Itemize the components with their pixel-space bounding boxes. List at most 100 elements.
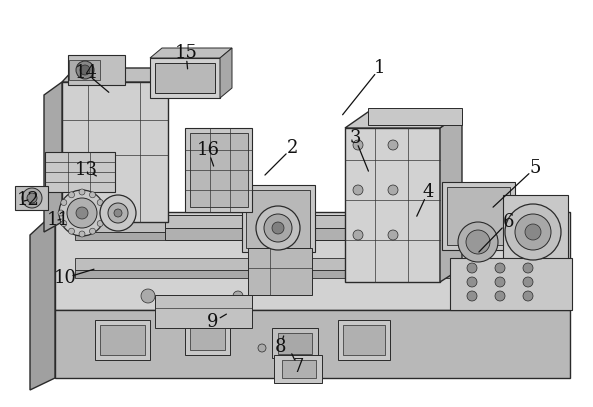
Circle shape <box>97 199 103 206</box>
Circle shape <box>27 193 37 203</box>
Bar <box>68 55 125 85</box>
Bar <box>503 195 568 262</box>
Bar <box>190 133 248 207</box>
Bar <box>242 185 315 252</box>
Bar <box>155 295 252 328</box>
Bar <box>95 320 150 360</box>
Bar <box>282 360 316 378</box>
Circle shape <box>22 188 42 208</box>
Circle shape <box>61 221 67 227</box>
Circle shape <box>233 291 243 301</box>
Circle shape <box>141 289 155 303</box>
Text: 5: 5 <box>530 159 541 177</box>
Circle shape <box>61 199 67 206</box>
Circle shape <box>523 291 533 301</box>
Circle shape <box>515 214 551 250</box>
Polygon shape <box>62 68 182 82</box>
Bar <box>69 60 100 80</box>
Bar <box>274 355 322 383</box>
Circle shape <box>69 192 75 198</box>
Text: 16: 16 <box>196 141 219 159</box>
Text: 7: 7 <box>292 358 304 376</box>
Circle shape <box>353 185 363 195</box>
Polygon shape <box>30 212 55 390</box>
Bar <box>278 333 312 354</box>
Circle shape <box>114 209 122 217</box>
Polygon shape <box>440 112 462 282</box>
Circle shape <box>467 263 477 273</box>
Circle shape <box>525 224 541 240</box>
Circle shape <box>79 189 85 195</box>
Circle shape <box>495 277 505 287</box>
Bar <box>165 228 345 240</box>
Bar <box>450 258 572 310</box>
Circle shape <box>388 185 398 195</box>
Polygon shape <box>368 108 462 125</box>
Bar <box>150 58 220 98</box>
Polygon shape <box>55 310 570 378</box>
Bar <box>338 320 390 360</box>
Bar <box>15 186 48 210</box>
Circle shape <box>256 206 300 250</box>
Bar <box>343 325 385 355</box>
Text: 15: 15 <box>174 44 197 62</box>
Circle shape <box>67 198 97 228</box>
Bar <box>75 270 540 278</box>
Polygon shape <box>345 128 440 282</box>
Circle shape <box>388 230 398 240</box>
Text: 8: 8 <box>274 338 286 356</box>
Polygon shape <box>55 212 570 310</box>
Circle shape <box>467 277 477 287</box>
Text: 2: 2 <box>286 139 298 157</box>
Bar <box>75 232 540 240</box>
Circle shape <box>523 277 533 287</box>
Bar <box>185 128 252 212</box>
Circle shape <box>79 231 85 237</box>
Circle shape <box>58 210 64 216</box>
Text: 4: 4 <box>422 183 433 201</box>
Circle shape <box>59 190 105 236</box>
Circle shape <box>353 140 363 150</box>
Text: 6: 6 <box>502 213 514 231</box>
Circle shape <box>80 65 90 75</box>
Polygon shape <box>150 48 232 58</box>
Text: 13: 13 <box>75 161 97 179</box>
Circle shape <box>108 203 128 223</box>
Circle shape <box>69 228 75 234</box>
Circle shape <box>264 214 292 242</box>
Circle shape <box>388 140 398 150</box>
Circle shape <box>100 195 136 231</box>
Circle shape <box>90 228 95 234</box>
Polygon shape <box>220 48 232 98</box>
Circle shape <box>353 230 363 240</box>
Circle shape <box>272 222 284 234</box>
Text: 1: 1 <box>374 59 386 77</box>
Bar <box>165 215 345 228</box>
Circle shape <box>97 221 103 227</box>
Circle shape <box>258 344 266 352</box>
Polygon shape <box>44 82 62 232</box>
Bar <box>100 325 145 355</box>
Polygon shape <box>345 112 462 128</box>
Circle shape <box>76 61 94 79</box>
Text: 3: 3 <box>349 129 361 147</box>
Circle shape <box>467 291 477 301</box>
Text: 12: 12 <box>17 191 40 209</box>
Bar <box>45 152 115 192</box>
Text: 14: 14 <box>75 64 97 82</box>
Text: 10: 10 <box>53 269 76 287</box>
Polygon shape <box>62 82 168 222</box>
Circle shape <box>495 263 505 273</box>
Circle shape <box>458 222 498 262</box>
Bar <box>248 248 312 295</box>
Circle shape <box>466 230 490 254</box>
Bar <box>155 63 215 93</box>
Bar <box>246 190 310 248</box>
Circle shape <box>76 207 88 219</box>
Text: 9: 9 <box>207 313 219 331</box>
Circle shape <box>505 204 561 260</box>
Circle shape <box>100 210 106 216</box>
Bar <box>75 258 540 270</box>
Bar <box>190 325 225 350</box>
Circle shape <box>495 291 505 301</box>
